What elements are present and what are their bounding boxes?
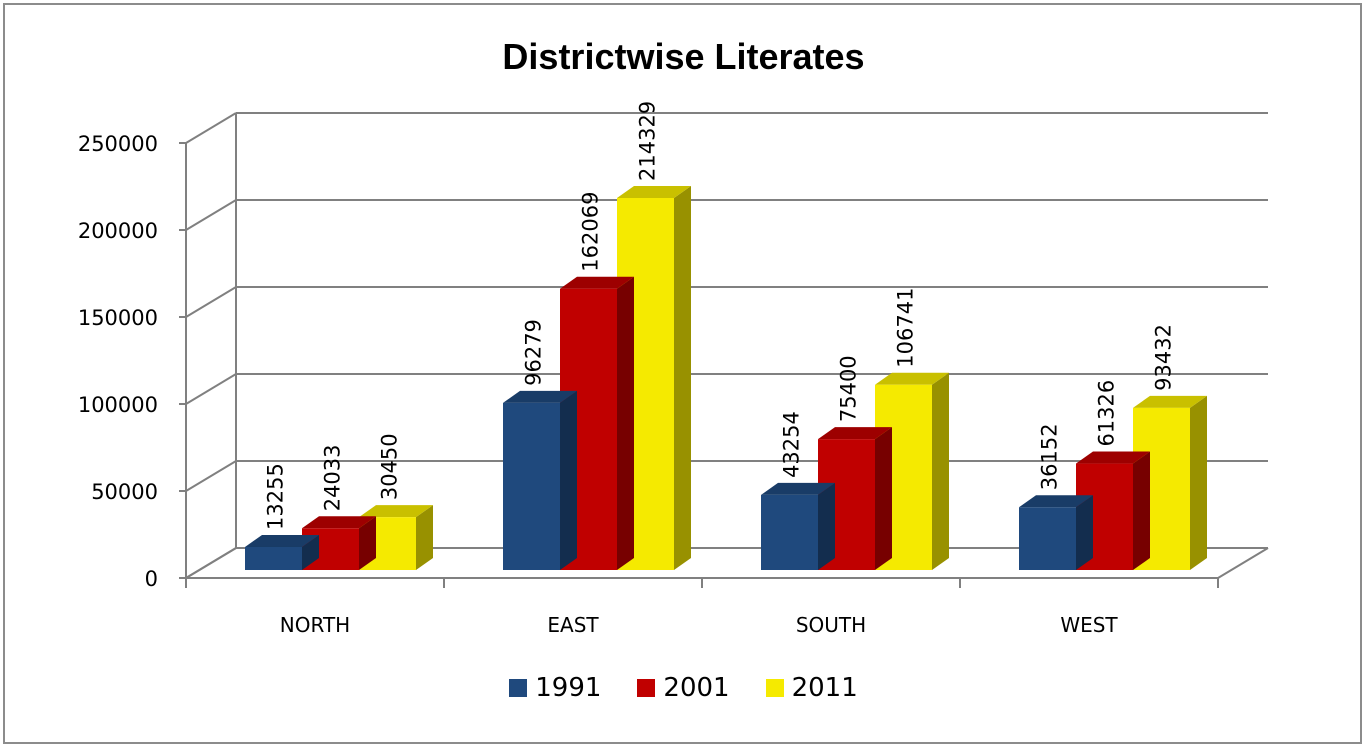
- data-label: 93432: [1152, 324, 1176, 391]
- bar-top: [359, 505, 433, 518]
- bar: [245, 546, 302, 570]
- y-tick-label: 150000: [78, 306, 158, 330]
- chart-title: Districtwise Literates: [502, 36, 865, 77]
- floor-right-edge: [1217, 547, 1269, 579]
- legend-label: 2011: [791, 673, 858, 703]
- gridline-side: [185, 373, 237, 405]
- bar-side: [617, 276, 634, 570]
- bar: [761, 494, 818, 570]
- y-tick-label: 200000: [78, 219, 158, 243]
- bar-top: [761, 482, 835, 495]
- legend-swatch: [509, 679, 528, 697]
- bar-side: [302, 534, 319, 570]
- bar-side: [932, 372, 949, 570]
- bar-top: [617, 186, 691, 198]
- bar-side: [416, 505, 433, 570]
- y-tick-label: 250000: [78, 132, 158, 156]
- x-tick-label: NORTH: [280, 613, 350, 637]
- bar-side: [359, 516, 376, 570]
- bar-side: [1076, 495, 1093, 570]
- bar-top: [1133, 395, 1207, 408]
- bar-side: [875, 427, 892, 570]
- legend-item: 2011: [765, 673, 858, 703]
- data-label: 106741: [894, 288, 918, 368]
- data-label: 214329: [636, 101, 660, 181]
- legend-swatch: [765, 679, 784, 697]
- data-label: 61326: [1095, 380, 1119, 447]
- data-label: 24033: [321, 444, 345, 511]
- bar-top: [1076, 451, 1150, 464]
- gridline-side: [185, 547, 237, 579]
- legend-label: 1991: [535, 673, 602, 703]
- bar-side: [818, 482, 835, 570]
- bar-top: [302, 516, 376, 529]
- bar-top: [503, 390, 577, 403]
- data-label: 162069: [579, 192, 603, 272]
- x-tick-label: WEST: [1060, 613, 1118, 637]
- x-tick-label: EAST: [547, 613, 599, 637]
- legend-item: 2001: [637, 673, 730, 703]
- bar-side: [1190, 395, 1207, 570]
- y-tick-label: 50000: [91, 480, 158, 504]
- y-tick-label: 0: [145, 567, 158, 591]
- bar-top: [875, 372, 949, 385]
- data-label: 75400: [837, 355, 861, 422]
- data-label: 36152: [1038, 423, 1062, 490]
- gridline-side: [185, 460, 237, 492]
- legend-swatch: [637, 679, 656, 697]
- data-label: 13255: [264, 463, 288, 530]
- bar: [503, 402, 560, 570]
- bar-side: [674, 186, 691, 570]
- data-label: 43254: [780, 411, 804, 478]
- bar-top: [1019, 495, 1093, 508]
- gridline-side: [185, 112, 237, 144]
- gridline-side: [185, 286, 237, 318]
- legend: 1991 2001 2011: [0, 673, 1367, 703]
- bar-side: [560, 390, 577, 570]
- bar-top: [560, 276, 634, 289]
- data-label: 96279: [522, 319, 546, 386]
- y-tick-label: 100000: [78, 393, 158, 417]
- bar-top: [245, 534, 319, 547]
- bar-top: [818, 427, 892, 440]
- bar-side: [1133, 451, 1150, 570]
- data-label: 30450: [378, 433, 402, 500]
- x-tick-label: SOUTH: [796, 613, 866, 637]
- bar: [1019, 507, 1076, 570]
- legend-label: 2001: [663, 673, 730, 703]
- legend-item: 1991: [509, 673, 601, 703]
- gridline-side: [185, 199, 237, 231]
